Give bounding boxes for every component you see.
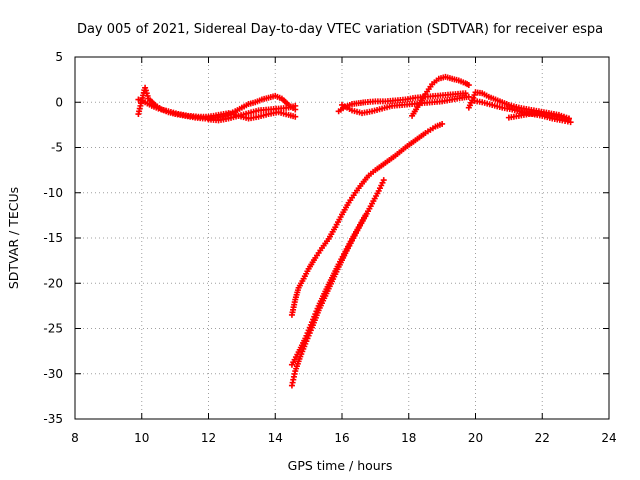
- x-tick-label: 14: [268, 431, 283, 445]
- y-tick-label: -20: [43, 276, 63, 290]
- series-arc-10-14-a: [135, 84, 299, 122]
- y-axis-label: SDTVAR / TECUs: [6, 187, 21, 289]
- x-tick-label: 8: [71, 431, 79, 445]
- data-point: [567, 119, 574, 126]
- axis-ticks: 8 10 12 14 16 18 20 22 24 5 0 -5 -10 -15 -20 -25 -30 -35: [43, 50, 616, 445]
- data-point: [462, 90, 469, 97]
- y-tick-label: -10: [43, 186, 63, 200]
- data-point: [362, 212, 369, 219]
- data-point: [292, 102, 299, 109]
- series-arc-18-20-c: [409, 73, 472, 119]
- data-point: [439, 120, 446, 127]
- grid: [75, 57, 609, 419]
- x-tick-label: 16: [334, 431, 349, 445]
- y-tick-label: 5: [55, 50, 63, 64]
- y-tick-label: -30: [43, 367, 63, 381]
- series-arc-12-14-c: [205, 102, 299, 124]
- series-descent-upper: [288, 120, 446, 318]
- x-tick-label: 20: [468, 431, 483, 445]
- data-point: [380, 177, 387, 184]
- series-arc-16-20-b: [339, 93, 472, 117]
- y-tick-label: -35: [43, 412, 63, 426]
- data-point: [565, 115, 572, 122]
- chart-title: Day 005 of 2021, Sidereal Day-to-day VTE…: [77, 22, 603, 37]
- plot-data: [135, 73, 574, 389]
- series-arc-16-20-a: [335, 90, 469, 115]
- x-axis-label: GPS time / hours: [288, 458, 393, 473]
- x-tick-label: 10: [134, 431, 149, 445]
- y-tick-label: -15: [43, 231, 63, 245]
- series-descent-middle: [288, 212, 369, 368]
- series-arc-21-23-c: [505, 110, 572, 122]
- series-arc-20-23-b: [469, 97, 574, 126]
- x-tick-label: 24: [601, 431, 616, 445]
- y-tick-label: 0: [55, 95, 63, 109]
- y-tick-label: -25: [43, 322, 63, 336]
- data-point: [465, 93, 472, 100]
- x-tick-label: 22: [535, 431, 550, 445]
- y-tick-label: -5: [51, 141, 63, 155]
- data-point: [292, 113, 299, 120]
- x-tick-label: 18: [401, 431, 416, 445]
- data-point: [465, 82, 472, 89]
- x-tick-label: 12: [201, 431, 216, 445]
